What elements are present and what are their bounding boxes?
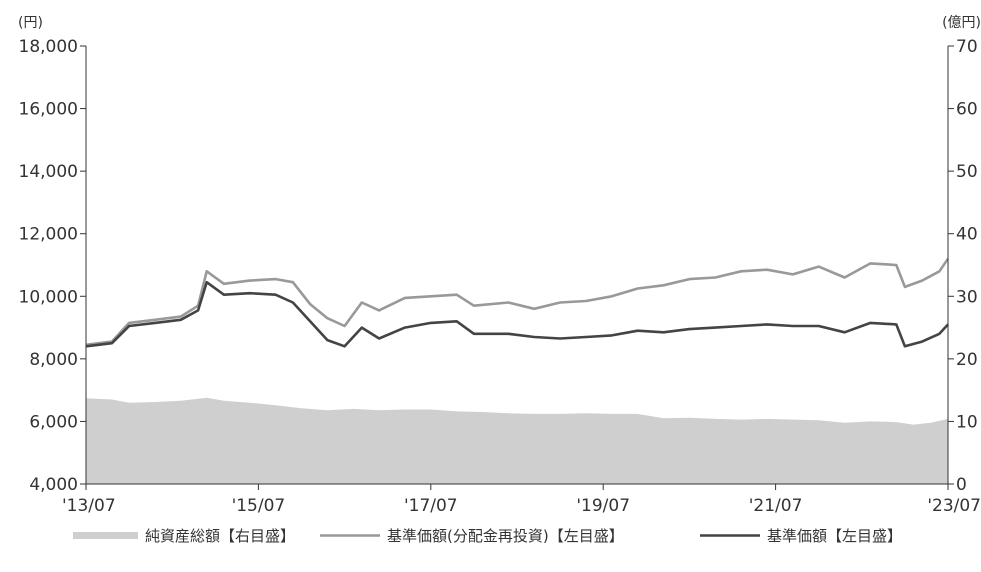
- right-tick-label: 50: [956, 162, 978, 182]
- right-tick-label: 60: [956, 100, 978, 120]
- legend-label-nav-reinvested: 基準価額(分配金再投資)【左目盛】: [387, 527, 624, 545]
- x-tick-label: '23/07: [927, 496, 981, 516]
- right-tick-label: 70: [956, 37, 978, 57]
- right-tick-label: 40: [956, 225, 978, 245]
- left-tick-label: 8,000: [29, 350, 78, 370]
- x-tick-label: '17/07: [404, 496, 458, 516]
- left-tick-label: 12,000: [19, 225, 78, 245]
- right-tick-label: 20: [956, 350, 978, 370]
- left-tick-label: 18,000: [19, 37, 78, 57]
- legend: 純資産総額【右目盛】 基準価額(分配金再投資)【左目盛】 基準価額【左目盛】: [73, 527, 902, 545]
- axes: 18,000 16,000 14,000 12,000 10,000 8,000 6,000…: [19, 37, 981, 516]
- legend-label-nav: 基準価額【左目盛】: [767, 527, 902, 545]
- right-tick-label: 0: [956, 475, 967, 495]
- nav-lines-layer: [85, 257, 950, 348]
- x-tick-label: '13/07: [62, 496, 116, 516]
- legend-swatch-net-assets: [73, 532, 138, 539]
- left-tick-label: 4,000: [29, 475, 78, 495]
- left-axis-unit: (円): [18, 15, 43, 31]
- nav-reinvested-line: [85, 257, 950, 347]
- x-tick-label: '21/07: [749, 496, 803, 516]
- left-tick-label: 6,000: [29, 412, 78, 432]
- net-assets-area: [86, 397, 948, 484]
- left-tick-label: 10,000: [19, 287, 78, 307]
- right-tick-label: 30: [956, 287, 978, 307]
- net-assets-area-layer: [86, 397, 948, 484]
- x-tick-label: '19/07: [576, 496, 630, 516]
- left-tick-label: 16,000: [19, 100, 78, 120]
- nav-line: [85, 280, 949, 348]
- left-tick-label: 14,000: [19, 162, 78, 182]
- right-axis-unit: (億円): [942, 15, 981, 31]
- legend-label-net-assets: 純資産総額【右目盛】: [145, 527, 295, 545]
- x-tick-label: '15/07: [232, 496, 286, 516]
- right-tick-label: 10: [956, 412, 978, 432]
